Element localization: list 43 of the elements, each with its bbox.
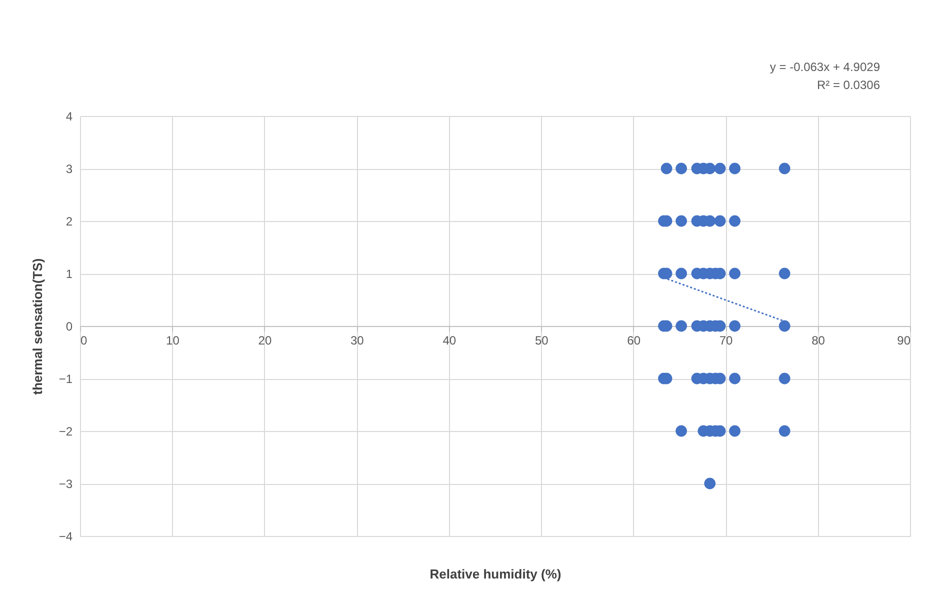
point bbox=[778, 320, 790, 332]
x-tick-label: 0 bbox=[80, 334, 88, 348]
point bbox=[778, 268, 790, 280]
y-tick-label: −2 bbox=[58, 424, 73, 438]
x-tick-label: 60 bbox=[627, 334, 641, 348]
x-axis-title: Relative humidity (%) bbox=[430, 566, 562, 582]
point bbox=[676, 162, 687, 174]
point bbox=[729, 372, 740, 384]
point bbox=[729, 162, 740, 174]
text: R² = 0.0306 bbox=[816, 78, 880, 92]
point bbox=[729, 268, 740, 280]
point bbox=[704, 478, 716, 490]
x-tick-label: 80 bbox=[812, 334, 826, 348]
point bbox=[729, 215, 740, 227]
point bbox=[676, 320, 687, 332]
point bbox=[676, 425, 687, 437]
y-tick-label: −1 bbox=[58, 372, 73, 386]
point bbox=[729, 320, 740, 332]
point bbox=[714, 162, 726, 174]
x-tick-label: 20 bbox=[258, 334, 272, 348]
y-tick-label: −3 bbox=[58, 477, 73, 491]
y-tick-label: 0 bbox=[66, 320, 73, 334]
x-tick-label: 90 bbox=[897, 334, 911, 348]
point bbox=[729, 425, 740, 437]
point bbox=[676, 215, 687, 227]
y-axis-title: thermal sensation(TS) bbox=[30, 258, 45, 395]
y-tick-label: 2 bbox=[66, 214, 73, 228]
point bbox=[778, 372, 790, 384]
x-tick-label: 10 bbox=[166, 334, 180, 348]
text: y = -0.063x + 4.9029 bbox=[770, 60, 880, 74]
y-tick-label: −4 bbox=[58, 530, 73, 544]
y-tick-label: 1 bbox=[66, 267, 73, 281]
y-tick-label: 4 bbox=[66, 110, 73, 124]
point bbox=[778, 162, 790, 174]
x-tick-label: 30 bbox=[350, 334, 364, 348]
point bbox=[778, 425, 790, 437]
point bbox=[714, 215, 726, 227]
x-tick-label: 40 bbox=[442, 334, 456, 348]
x-tick-label: 70 bbox=[719, 334, 734, 348]
y-tick-label: 3 bbox=[66, 162, 73, 176]
point bbox=[676, 268, 687, 280]
point bbox=[660, 162, 672, 174]
x-tick-label: 50 bbox=[534, 334, 549, 348]
